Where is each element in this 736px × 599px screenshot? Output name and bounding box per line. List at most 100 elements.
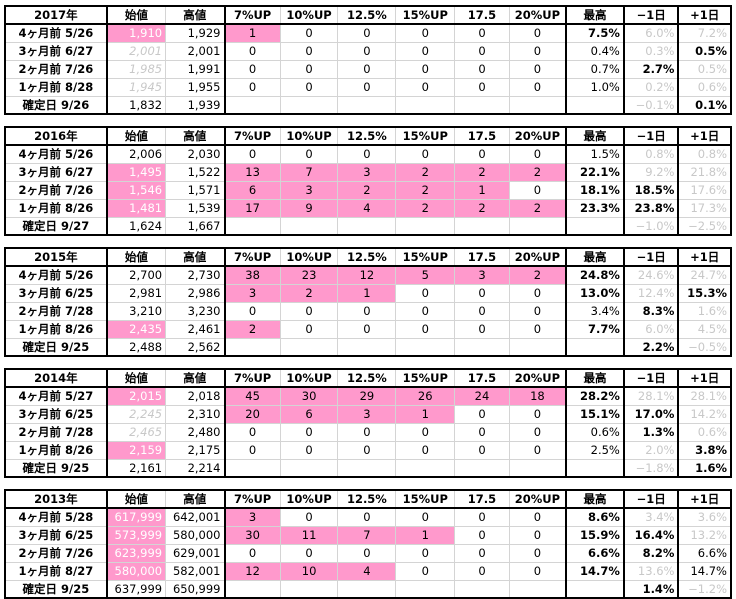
row-label[interactable]: 2ヶ月前 7/28 xyxy=(4,301,108,321)
column-header[interactable]: −1日 xyxy=(623,489,680,509)
plus-one-day-cell[interactable]: 15.3% xyxy=(677,283,732,303)
count-cell[interactable]: 0 xyxy=(395,301,456,321)
column-header[interactable]: 10%UP xyxy=(279,489,339,509)
count-cell[interactable]: 4 xyxy=(337,198,397,218)
count-cell[interactable] xyxy=(224,579,281,599)
count-cell[interactable] xyxy=(224,216,281,236)
open-price-cell[interactable]: 2,465 xyxy=(106,422,167,442)
count-cell[interactable]: 1 xyxy=(224,23,281,43)
count-cell[interactable]: 29 xyxy=(337,386,397,406)
count-cell[interactable] xyxy=(454,95,510,115)
column-header[interactable]: 17.5 xyxy=(454,247,510,267)
open-price-cell[interactable]: 1,481 xyxy=(106,198,167,218)
max-rise-cell[interactable]: 18.1% xyxy=(565,180,625,200)
minus-one-day-cell[interactable]: 18.5% xyxy=(623,180,680,200)
column-header[interactable]: 17.5 xyxy=(454,5,510,25)
column-header[interactable]: 20%UP xyxy=(508,247,568,267)
open-price-cell[interactable]: 1,832 xyxy=(106,95,167,115)
column-header[interactable]: +1日 xyxy=(677,5,732,25)
minus-one-day-cell[interactable]: 8.3% xyxy=(623,301,680,321)
column-header[interactable]: 7%UP xyxy=(224,489,281,509)
row-label[interactable]: 3ヶ月前 6/25 xyxy=(4,525,108,545)
column-header[interactable]: 始値 xyxy=(106,368,167,388)
max-rise-cell[interactable]: 15.1% xyxy=(565,404,625,424)
plus-one-day-cell[interactable]: 17.3% xyxy=(677,198,732,218)
max-rise-cell[interactable] xyxy=(565,216,625,236)
column-header[interactable]: 20%UP xyxy=(508,126,568,146)
count-cell[interactable]: 0 xyxy=(508,180,568,200)
count-cell[interactable]: 0 xyxy=(337,23,397,43)
plus-one-day-cell[interactable]: 7.2% xyxy=(677,23,732,43)
count-cell[interactable]: 1 xyxy=(395,404,456,424)
row-label[interactable]: 2ヶ月前 7/28 xyxy=(4,422,108,442)
high-price-cell[interactable]: 1,667 xyxy=(165,216,226,236)
count-cell[interactable]: 13 xyxy=(224,162,281,182)
minus-one-day-cell[interactable]: 8.2% xyxy=(623,543,680,563)
count-cell[interactable]: 0 xyxy=(224,144,281,164)
column-header[interactable]: 15%UP xyxy=(395,489,456,509)
count-cell[interactable] xyxy=(279,95,339,115)
count-cell[interactable]: 0 xyxy=(508,543,568,563)
minus-one-day-cell[interactable]: −1.0% xyxy=(623,216,680,236)
high-price-cell[interactable]: 642,001 xyxy=(165,507,226,527)
high-price-cell[interactable]: 2,310 xyxy=(165,404,226,424)
open-price-cell[interactable]: 2,159 xyxy=(106,440,167,460)
plus-one-day-cell[interactable]: 14.2% xyxy=(677,404,732,424)
column-header[interactable]: 7%UP xyxy=(224,5,281,25)
column-header[interactable]: −1日 xyxy=(623,126,680,146)
column-header[interactable]: 17.5 xyxy=(454,489,510,509)
plus-one-day-cell[interactable]: 6.6% xyxy=(677,543,732,563)
row-label[interactable]: 4ヶ月前 5/26 xyxy=(4,265,108,285)
high-price-cell[interactable]: 1,939 xyxy=(165,95,226,115)
high-price-cell[interactable]: 629,001 xyxy=(165,543,226,563)
count-cell[interactable]: 0 xyxy=(224,422,281,442)
count-cell[interactable]: 0 xyxy=(337,422,397,442)
minus-one-day-cell[interactable]: 6.0% xyxy=(623,319,680,339)
column-header[interactable]: 最高 xyxy=(565,489,625,509)
count-cell[interactable]: 2 xyxy=(508,198,568,218)
high-price-cell[interactable]: 2,730 xyxy=(165,265,226,285)
column-header[interactable]: 15%UP xyxy=(395,5,456,25)
max-rise-cell[interactable]: 13.0% xyxy=(565,283,625,303)
column-header[interactable]: 始値 xyxy=(106,247,167,267)
count-cell[interactable]: 0 xyxy=(224,77,281,97)
minus-one-day-cell[interactable]: 28.1% xyxy=(623,386,680,406)
max-rise-cell[interactable] xyxy=(565,337,625,357)
count-cell[interactable]: 2 xyxy=(508,162,568,182)
count-cell[interactable]: 11 xyxy=(279,525,339,545)
count-cell[interactable] xyxy=(337,458,397,478)
column-header[interactable]: +1日 xyxy=(677,126,732,146)
count-cell[interactable]: 0 xyxy=(279,59,339,79)
max-rise-cell[interactable]: 0.6% xyxy=(565,422,625,442)
count-cell[interactable]: 0 xyxy=(508,319,568,339)
open-price-cell[interactable]: 1,546 xyxy=(106,180,167,200)
open-price-cell[interactable]: 580,000 xyxy=(106,561,167,581)
row-label[interactable]: 4ヶ月前 5/26 xyxy=(4,23,108,43)
high-price-cell[interactable]: 2,214 xyxy=(165,458,226,478)
column-header[interactable]: −1日 xyxy=(623,5,680,25)
count-cell[interactable]: 0 xyxy=(454,283,510,303)
count-cell[interactable]: 0 xyxy=(508,561,568,581)
row-label[interactable]: 1ヶ月前 8/26 xyxy=(4,319,108,339)
count-cell[interactable]: 0 xyxy=(454,422,510,442)
plus-one-day-cell[interactable]: 0.5% xyxy=(677,41,732,61)
count-cell[interactable]: 6 xyxy=(279,404,339,424)
row-label[interactable]: 4ヶ月前 5/26 xyxy=(4,144,108,164)
count-cell[interactable]: 0 xyxy=(279,77,339,97)
count-cell[interactable]: 0 xyxy=(508,77,568,97)
count-cell[interactable]: 0 xyxy=(454,440,510,460)
plus-one-day-cell[interactable]: 24.7% xyxy=(677,265,732,285)
max-rise-cell[interactable]: 15.9% xyxy=(565,525,625,545)
count-cell[interactable]: 2 xyxy=(224,319,281,339)
row-label[interactable]: 確定日 9/26 xyxy=(4,95,108,115)
count-cell[interactable] xyxy=(454,458,510,478)
count-cell[interactable]: 0 xyxy=(224,543,281,563)
open-price-cell[interactable]: 2,015 xyxy=(106,386,167,406)
count-cell[interactable]: 0 xyxy=(395,543,456,563)
count-cell[interactable]: 0 xyxy=(395,440,456,460)
count-cell[interactable]: 0 xyxy=(395,507,456,527)
count-cell[interactable]: 0 xyxy=(508,144,568,164)
max-rise-cell[interactable]: 14.7% xyxy=(565,561,625,581)
row-label[interactable]: 4ヶ月前 5/27 xyxy=(4,386,108,406)
count-cell[interactable]: 0 xyxy=(279,440,339,460)
